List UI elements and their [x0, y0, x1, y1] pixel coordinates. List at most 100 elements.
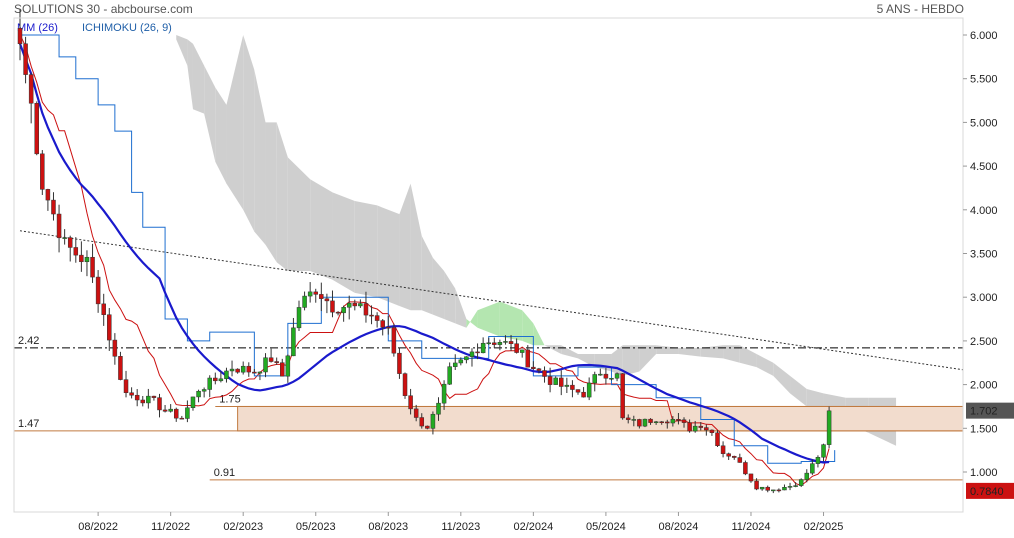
candle-body — [536, 368, 542, 371]
candle-body — [380, 320, 385, 328]
y-tick-label: 4.000 — [970, 205, 998, 217]
candle-body — [430, 413, 436, 429]
candle-body — [625, 417, 631, 420]
candle-body — [581, 391, 586, 398]
candle-body — [140, 399, 146, 404]
candle-body — [614, 373, 620, 379]
support-zone — [237, 405, 964, 432]
candle-body — [374, 315, 380, 321]
candle — [23, 36, 28, 84]
candle-body — [492, 342, 497, 345]
y-tick-label: 2.500 — [970, 336, 998, 348]
candle-body — [419, 417, 425, 427]
candle-body — [84, 256, 90, 263]
candle — [759, 486, 765, 491]
x-tick-label: 02/2025 — [804, 521, 844, 533]
cloud-segment — [533, 323, 545, 346]
candle — [598, 368, 603, 376]
candle-body — [51, 199, 56, 215]
candle — [73, 237, 79, 263]
candle-body — [771, 489, 776, 492]
candle-body — [676, 418, 681, 421]
level-label: 0.91 — [214, 467, 235, 479]
candle-body — [352, 302, 358, 307]
cloud-segment — [192, 43, 205, 114]
candle — [430, 411, 436, 435]
candle — [637, 418, 642, 429]
candle — [625, 414, 631, 424]
candle-body — [17, 28, 23, 44]
candle-body — [73, 247, 79, 256]
candle — [659, 421, 664, 425]
y-tick-label: 3.500 — [970, 249, 998, 261]
legend-ichimoku: ICHIMOKU (26, 9) — [82, 22, 172, 34]
candle — [676, 413, 681, 425]
candle-body — [441, 383, 447, 404]
candle-body — [224, 370, 229, 380]
candle-body — [23, 43, 28, 75]
y-tick-label: 3.000 — [970, 292, 998, 304]
x-tick-label: 11/2024 — [732, 521, 771, 533]
candle-body — [173, 408, 179, 419]
candle — [341, 305, 346, 322]
cloud-segment — [499, 301, 523, 341]
candle — [798, 478, 804, 488]
candle — [17, 9, 23, 61]
candle — [564, 377, 570, 394]
level-label: 1.47 — [18, 418, 39, 430]
candle-body — [408, 395, 413, 410]
cloud-segment — [639, 345, 657, 372]
candle — [458, 357, 464, 366]
candle — [531, 361, 536, 370]
candle — [402, 372, 408, 399]
candle-body — [67, 237, 73, 248]
trendline-line — [19, 230, 964, 371]
candle-body — [826, 410, 832, 445]
candle — [129, 387, 134, 399]
cloud-segment — [377, 205, 400, 306]
cloud-segment — [739, 345, 757, 368]
indicator-lines — [18, 34, 836, 487]
candle-body — [458, 359, 464, 364]
candle — [157, 393, 162, 418]
candle-body — [436, 402, 441, 415]
candle-body — [307, 291, 313, 297]
candle — [291, 317, 296, 357]
candle — [101, 293, 106, 326]
candle — [207, 375, 212, 398]
candle-body — [531, 366, 536, 369]
candle-body — [358, 303, 363, 307]
candle-body — [218, 378, 224, 382]
candle-body — [213, 377, 218, 382]
candle — [609, 377, 614, 381]
candle-body — [330, 300, 335, 313]
price-levels: 2.42 1.75 1.47 0.91 — [14, 335, 963, 481]
candle-body — [425, 425, 430, 429]
candle-body — [118, 356, 123, 380]
candle-body — [469, 351, 475, 357]
candle — [257, 371, 263, 381]
candle — [475, 343, 480, 360]
candle-body — [447, 366, 452, 385]
candle-body — [810, 463, 815, 474]
candle-body — [754, 480, 759, 490]
candle — [687, 419, 692, 433]
candle-body — [62, 237, 67, 239]
candle — [508, 335, 514, 351]
candle — [464, 356, 469, 364]
cloud-segment — [561, 345, 578, 359]
candle — [201, 387, 207, 398]
cloud-segment — [756, 354, 774, 376]
y-tick-label: 4.500 — [970, 161, 998, 173]
candle-body — [313, 291, 318, 295]
price-badges: 1.702 0.7840 — [966, 402, 1014, 499]
candle-body — [559, 377, 564, 387]
candle-body — [40, 153, 45, 190]
candle-body — [95, 276, 101, 305]
candle — [665, 419, 670, 429]
candle — [408, 388, 413, 415]
candle — [380, 318, 385, 336]
cloud-segment — [410, 183, 422, 311]
candle — [90, 243, 95, 283]
